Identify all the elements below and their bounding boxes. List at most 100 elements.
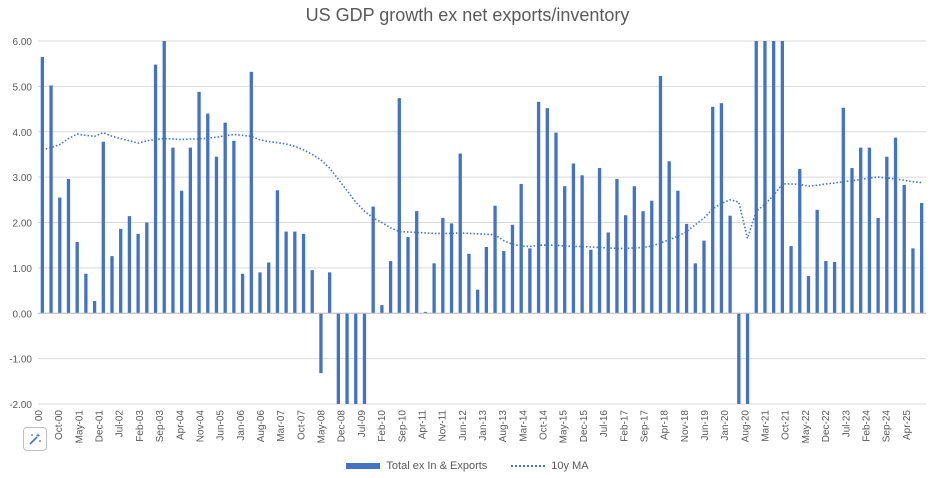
bar [667, 161, 671, 314]
bar [58, 197, 62, 314]
bar [188, 147, 193, 314]
legend-swatch-bar [346, 463, 381, 469]
x-tick-label: Dec-15 [579, 410, 590, 443]
bar [249, 71, 253, 314]
x-tick-label: Jun-12 [458, 410, 469, 441]
bar [519, 183, 523, 314]
bar [397, 98, 401, 314]
bar [815, 209, 819, 314]
x-tick-label: Mar-14 [518, 410, 529, 442]
x-tick-label: Feb-17 [619, 410, 630, 442]
x-tick-label: Dec-08 [337, 410, 348, 443]
bar [798, 168, 802, 314]
y-axis: 6.00 5.00 4.00 3.00 2.00 1.00 0.00 -1.00 -2.00 [9, 37, 32, 411]
bar [110, 256, 114, 314]
quick-analysis-button[interactable] [23, 427, 47, 451]
bar-series [40, 41, 924, 404]
bar [179, 190, 184, 314]
bar [545, 108, 549, 314]
bar [719, 103, 724, 314]
x-tick-label: Jan-13 [478, 410, 489, 441]
magic-wand-icon [29, 433, 41, 445]
x-tick-label: May-15 [559, 410, 570, 444]
x-tick-label: Oct-21 [781, 410, 792, 440]
bar [136, 233, 140, 314]
bar [754, 41, 758, 314]
bar [728, 215, 732, 314]
x-tick-label: Jun-05 [216, 410, 227, 441]
x-tick-label: Oct-00 [54, 410, 65, 440]
bar [789, 246, 793, 314]
bar [493, 205, 497, 314]
bar [145, 222, 149, 314]
x-tick-label: Nov-18 [680, 410, 691, 443]
bar [84, 273, 88, 314]
bar [502, 251, 506, 314]
x-tick-label: Mar-07 [276, 410, 287, 442]
x-tick-label: Jan-20 [720, 410, 731, 441]
bar [206, 113, 210, 314]
bar [327, 272, 332, 314]
y-tick-label: -1.00 [9, 355, 32, 366]
bar [876, 217, 880, 314]
bar [66, 178, 71, 314]
x-tick-label: Jul-16 [599, 410, 610, 438]
y-tick-label: 1.00 [13, 264, 33, 275]
bar [380, 305, 384, 314]
x-tick-label: Sep-17 [639, 410, 650, 443]
bar [467, 253, 471, 314]
bar [362, 313, 367, 404]
x-tick-label: Dec-01 [95, 410, 106, 443]
bar [563, 186, 567, 314]
bar [650, 200, 654, 314]
bar [354, 313, 358, 404]
bar [214, 156, 219, 314]
legend-swatch-line [511, 465, 546, 467]
x-tick-label: Apr-11 [417, 410, 428, 440]
legend-item-line: 10y MA [511, 460, 589, 472]
bar [310, 270, 314, 314]
bar [623, 215, 628, 314]
bar [554, 132, 558, 314]
bar [319, 313, 323, 374]
bar [284, 231, 288, 314]
chart-title: US GDP growth ex net exports/inventory [305, 5, 630, 25]
gridlines [38, 40, 926, 405]
bar [336, 313, 341, 404]
x-tick-label: Oct-07 [296, 410, 307, 440]
bar [232, 140, 236, 314]
x-tick-label: Apr-25 [902, 410, 913, 440]
bar [606, 232, 610, 314]
ma-line-series [42, 131, 922, 250]
bar [293, 231, 297, 314]
bar [92, 300, 97, 314]
bar [258, 272, 262, 314]
bar [475, 289, 480, 314]
bar [867, 147, 872, 314]
x-tick-label: Jan-06 [236, 410, 247, 441]
x-tick-label: Jun-19 [700, 410, 711, 441]
bar [301, 233, 306, 314]
bar [432, 263, 436, 314]
bar [75, 242, 79, 314]
bar [806, 276, 811, 314]
x-tick-label: Aug-20 [740, 410, 751, 443]
bar [406, 237, 410, 314]
bar [841, 107, 845, 314]
bar [127, 216, 132, 314]
bar [885, 156, 889, 314]
x-tick-label: Sep-24 [882, 410, 893, 443]
bar [275, 190, 280, 314]
x-tick-label: May-01 [74, 410, 85, 444]
bar [415, 211, 419, 314]
y-tick-label: 5.00 [13, 82, 33, 93]
x-tick-label: Jul-09 [357, 410, 368, 438]
y-tick-label: 3.00 [13, 173, 33, 184]
bar [745, 313, 750, 404]
bar [119, 228, 123, 314]
bar [423, 311, 428, 314]
bar [345, 313, 349, 404]
bar [893, 137, 898, 314]
bar [162, 41, 166, 314]
bar [101, 141, 105, 314]
